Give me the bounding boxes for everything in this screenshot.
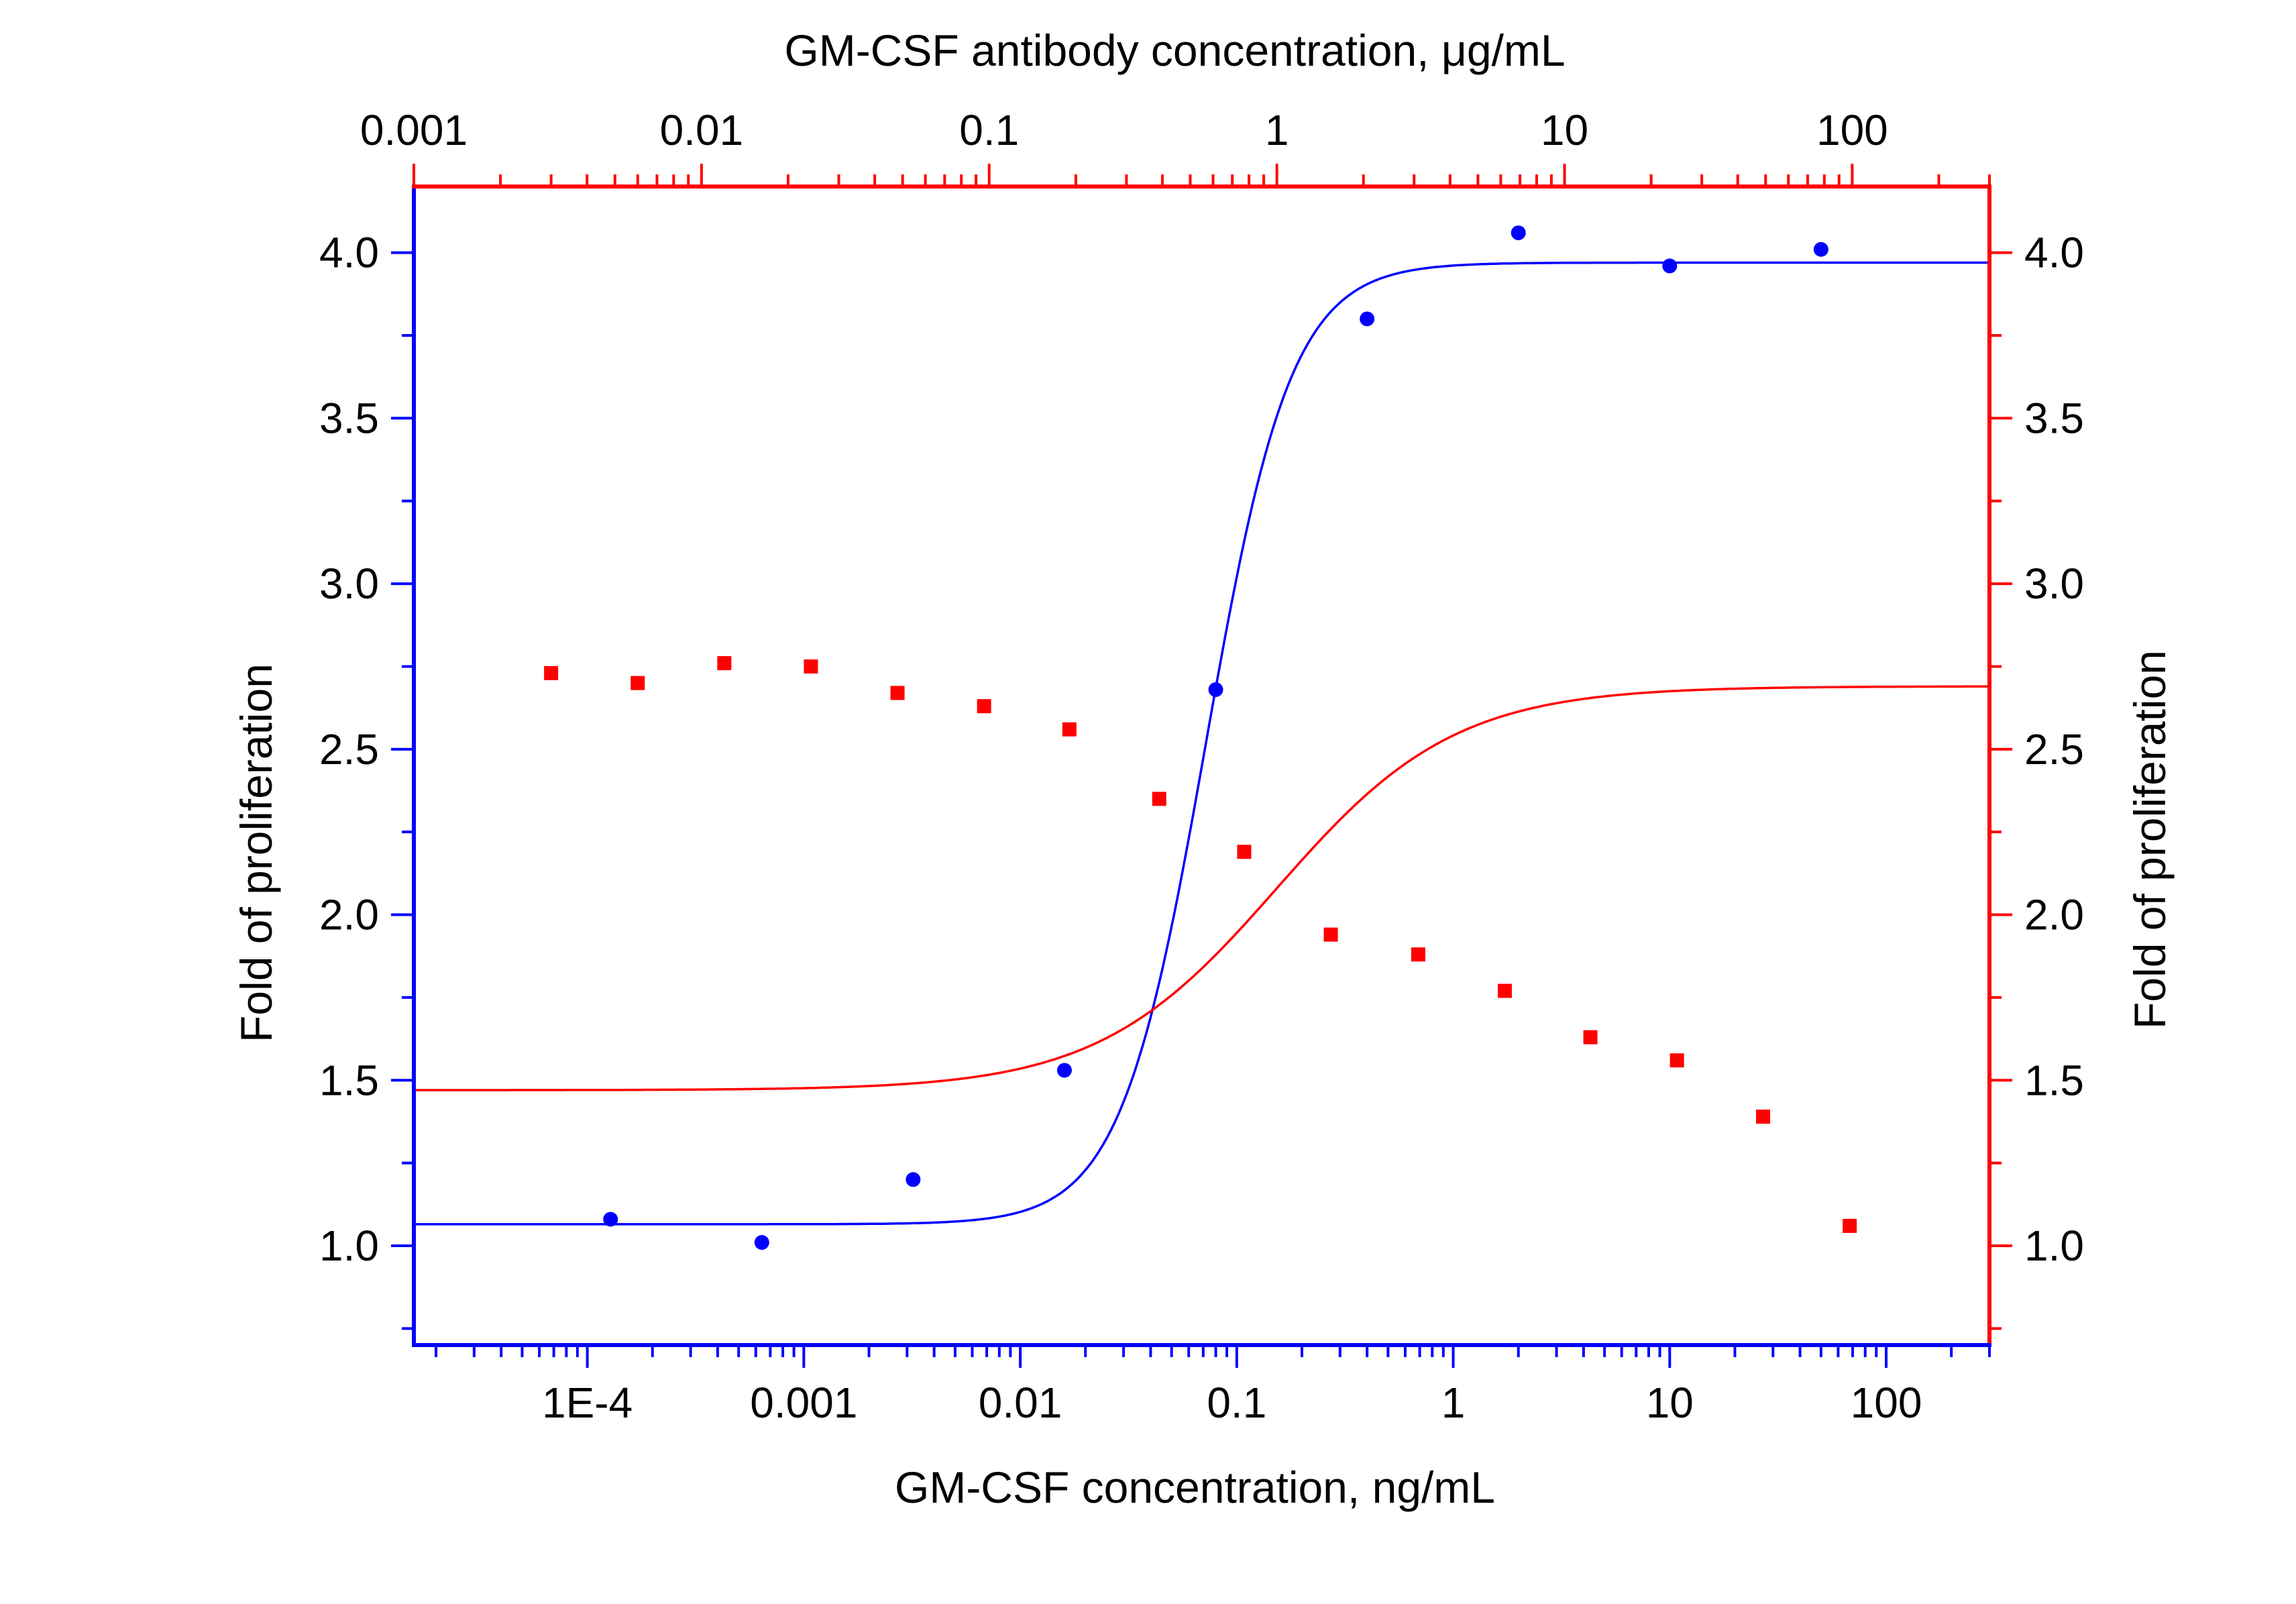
data-point-circle <box>1208 682 1223 698</box>
top-tick-label: 0.1 <box>959 106 1019 154</box>
bottom-tick-label: 0.01 <box>979 1379 1062 1427</box>
bottom-tick-label: 0.1 <box>1207 1379 1266 1427</box>
left-tick-label: 3.0 <box>319 559 379 608</box>
data-point-square <box>890 686 905 700</box>
data-point-square <box>1323 927 1338 942</box>
right-tick-label: 2.5 <box>2024 725 2084 773</box>
bottom-axis-title: GM-CSF concentration, ng/mL <box>895 1462 1495 1512</box>
data-points <box>544 225 1857 1250</box>
bottom-tick-label: 1E-4 <box>542 1379 633 1427</box>
top-tick-label: 1 <box>1265 106 1289 154</box>
data-point-square <box>631 676 645 690</box>
data-point-circle <box>906 1172 921 1187</box>
data-point-circle <box>1813 242 1828 257</box>
left-tick-label: 2.0 <box>319 891 379 939</box>
right-tick-label: 3.0 <box>2024 559 2084 608</box>
bottom-tick-label: 100 <box>1851 1379 1922 1427</box>
tick-labels: 1E-4 0.001 0.01 0.1 1 10 100 0.001 0.01 0.1 1 10 100… <box>319 106 2084 1427</box>
top-tick-label: 0.01 <box>660 106 744 154</box>
data-point-circle <box>1360 311 1375 327</box>
right-tick-label: 1.0 <box>2024 1222 2084 1270</box>
data-point-square <box>717 656 732 671</box>
right-tick-label: 3.5 <box>2024 394 2084 442</box>
right-tick-label: 4.0 <box>2024 229 2084 277</box>
data-point-square <box>1062 722 1077 737</box>
left-tick-label: 2.5 <box>319 725 379 773</box>
right-tick-label: 2.0 <box>2024 891 2084 939</box>
data-point-circle <box>603 1212 618 1227</box>
data-point-square <box>1152 792 1166 806</box>
bottom-tick-label: 0.001 <box>750 1379 857 1427</box>
fit-curves <box>414 261 1989 1226</box>
data-point-square <box>1237 845 1252 859</box>
top-tick-label: 100 <box>1816 106 1888 154</box>
axes <box>412 184 1991 1347</box>
fit-curve-series-1 <box>414 685 1989 1091</box>
data-point-square <box>977 699 991 714</box>
right-axis-title: Fold of proliferation <box>2125 650 2175 1029</box>
axis-ticks <box>391 164 2012 1368</box>
bottom-tick-label: 1 <box>1441 1379 1466 1427</box>
data-point-square <box>1756 1110 1771 1124</box>
left-tick-label: 3.5 <box>319 394 379 442</box>
left-tick-label: 1.0 <box>319 1222 379 1270</box>
data-point-square <box>1843 1218 1857 1233</box>
data-point-square <box>544 665 559 680</box>
left-axis-title: Fold of proliferation <box>231 663 281 1042</box>
data-point-square <box>1583 1030 1598 1045</box>
fit-curve-series-0 <box>414 261 1989 1226</box>
bottom-tick-label: 10 <box>1646 1379 1694 1427</box>
data-point-circle <box>754 1235 769 1250</box>
top-tick-label: 10 <box>1541 106 1588 154</box>
data-point-square <box>1670 1053 1684 1068</box>
data-point-circle <box>1511 225 1526 241</box>
left-tick-label: 1.5 <box>319 1056 379 1104</box>
data-point-square <box>1497 983 1512 998</box>
data-point-square <box>804 659 818 674</box>
right-tick-label: 1.5 <box>2024 1056 2084 1104</box>
data-point-square <box>1411 947 1425 962</box>
data-point-circle <box>1662 258 1678 274</box>
left-tick-label: 4.0 <box>319 229 379 277</box>
top-axis-title: GM-CSF antibody concentration, μg/mL <box>784 25 1565 75</box>
data-point-circle <box>1056 1063 1072 1078</box>
top-tick-label: 0.001 <box>360 106 468 154</box>
